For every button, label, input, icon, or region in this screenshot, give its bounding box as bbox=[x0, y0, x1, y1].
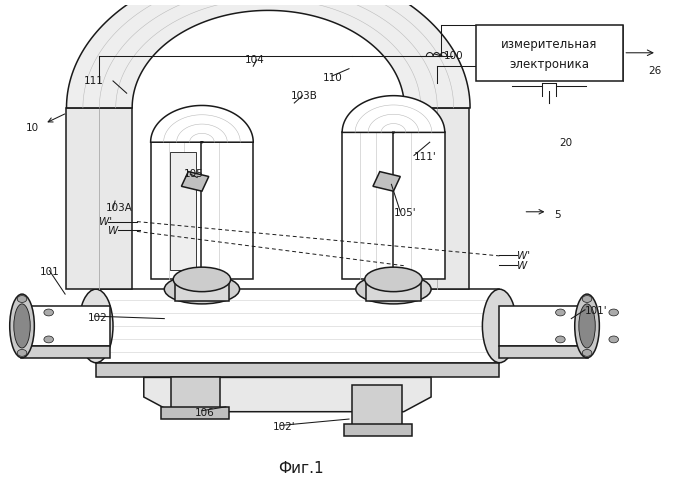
Ellipse shape bbox=[556, 336, 565, 343]
Polygon shape bbox=[403, 108, 469, 289]
Polygon shape bbox=[181, 172, 209, 191]
Polygon shape bbox=[151, 106, 253, 142]
Bar bbox=[171, 378, 221, 409]
Text: 100: 100 bbox=[443, 52, 463, 62]
Polygon shape bbox=[373, 172, 400, 191]
Text: 111': 111' bbox=[414, 152, 437, 162]
Bar bbox=[500, 346, 588, 358]
Text: 102: 102 bbox=[88, 312, 107, 322]
Polygon shape bbox=[144, 378, 431, 412]
Polygon shape bbox=[96, 289, 500, 362]
Ellipse shape bbox=[582, 296, 592, 302]
Ellipse shape bbox=[609, 336, 618, 343]
Text: 101: 101 bbox=[40, 267, 59, 277]
Text: 5: 5 bbox=[554, 210, 560, 220]
Polygon shape bbox=[393, 132, 445, 280]
Ellipse shape bbox=[356, 274, 431, 304]
Ellipse shape bbox=[10, 294, 34, 358]
Ellipse shape bbox=[14, 304, 30, 348]
Bar bbox=[343, 424, 412, 436]
Bar bbox=[21, 346, 110, 358]
Text: W: W bbox=[517, 260, 527, 270]
Bar bbox=[500, 306, 588, 346]
Ellipse shape bbox=[579, 304, 595, 348]
Polygon shape bbox=[96, 362, 500, 378]
Ellipse shape bbox=[609, 309, 618, 316]
Ellipse shape bbox=[582, 350, 592, 356]
Polygon shape bbox=[151, 142, 202, 280]
Polygon shape bbox=[201, 142, 253, 280]
Text: 105': 105' bbox=[394, 208, 416, 218]
Text: 26: 26 bbox=[648, 66, 662, 76]
Ellipse shape bbox=[79, 289, 113, 362]
Polygon shape bbox=[342, 132, 394, 280]
Text: 104: 104 bbox=[245, 55, 265, 65]
Text: W': W' bbox=[99, 216, 112, 226]
Text: 20: 20 bbox=[560, 138, 573, 148]
Ellipse shape bbox=[556, 309, 565, 316]
Text: 10: 10 bbox=[26, 124, 39, 134]
Text: 106: 106 bbox=[195, 408, 215, 418]
Text: 111: 111 bbox=[84, 76, 103, 86]
Bar bbox=[352, 385, 401, 426]
Ellipse shape bbox=[44, 309, 54, 316]
Text: 110: 110 bbox=[323, 72, 343, 83]
Ellipse shape bbox=[574, 294, 600, 358]
Text: измерительная: измерительная bbox=[501, 38, 597, 51]
Ellipse shape bbox=[164, 274, 239, 304]
Ellipse shape bbox=[365, 267, 422, 291]
Text: 102': 102' bbox=[272, 422, 295, 432]
Text: электроника: электроника bbox=[509, 58, 589, 70]
Ellipse shape bbox=[173, 267, 230, 291]
Bar bbox=[161, 407, 229, 419]
Text: 101': 101' bbox=[585, 306, 608, 316]
Ellipse shape bbox=[17, 350, 27, 356]
Text: W: W bbox=[108, 226, 119, 236]
Bar bbox=[21, 306, 110, 346]
Polygon shape bbox=[170, 152, 196, 270]
Text: 105: 105 bbox=[184, 169, 203, 179]
Text: Фиг.1: Фиг.1 bbox=[279, 460, 324, 475]
Ellipse shape bbox=[44, 336, 54, 343]
Text: 103B: 103B bbox=[291, 90, 318, 101]
Polygon shape bbox=[342, 96, 445, 133]
Text: W': W' bbox=[517, 251, 530, 261]
Ellipse shape bbox=[17, 296, 27, 302]
Polygon shape bbox=[66, 108, 132, 289]
Bar bbox=[174, 280, 229, 301]
Text: 103A: 103A bbox=[106, 204, 133, 214]
Ellipse shape bbox=[482, 289, 517, 362]
Bar bbox=[366, 280, 421, 301]
Polygon shape bbox=[66, 0, 470, 108]
Bar bbox=[475, 24, 623, 81]
